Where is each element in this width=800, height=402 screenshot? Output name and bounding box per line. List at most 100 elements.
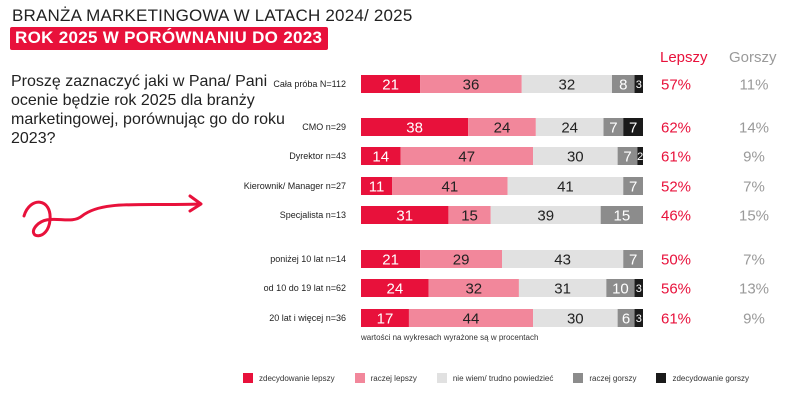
bar-segment: [518, 279, 607, 297]
bar-segment: [623, 250, 643, 268]
segment-value-label: 14: [372, 149, 389, 166]
segment-value-label: 41: [441, 179, 458, 196]
legend: zdecydowanie lepszy raczej lepszy nie wi…: [243, 373, 769, 383]
category-label: Cała próba N=112: [273, 79, 346, 89]
legend-swatch: [354, 373, 365, 383]
segment-value-label: 7: [609, 120, 617, 137]
squiggle-arrow-icon: [22, 194, 203, 238]
segment-value-label: 3: [636, 79, 642, 91]
bar-segment: [408, 309, 534, 327]
bar-segment: [637, 147, 643, 165]
better-value: 46%: [661, 208, 691, 225]
segment-value-label: 7: [629, 252, 637, 269]
legend-swatch: [573, 373, 584, 383]
segment-value-label: 38: [406, 120, 423, 137]
title-highlight: ROK 2025 W PORÓWNANIU DO 2023: [10, 27, 329, 50]
bar-segment: [611, 75, 635, 93]
category-label: poniżej 10 lat n=14: [270, 254, 346, 264]
bar-segment: [603, 118, 624, 136]
better-value: 57%: [661, 77, 691, 94]
legend-swatch: [656, 373, 667, 383]
bar-segment: [634, 75, 643, 93]
better-value: 52%: [661, 179, 691, 196]
bar-segment: [400, 147, 534, 165]
category-label: 20 lat i więcej n=36: [269, 313, 346, 323]
segment-value-label: 8: [619, 77, 627, 94]
segment-value-label: 15: [614, 208, 631, 225]
units-note: wartości na wykresach wyrażone są w proc…: [361, 333, 539, 342]
worse-value: 7%: [743, 252, 765, 269]
segment-value-label: 24: [561, 120, 578, 137]
worse-value: 11%: [740, 77, 769, 94]
better-value: 62%: [661, 120, 691, 137]
segment-value-label: 30: [567, 149, 584, 166]
legend-item: raczej lepszy: [354, 373, 417, 383]
bar-segment: [361, 206, 449, 224]
bar-segment: [507, 177, 624, 195]
legend-label: nie wiem/ trudno powiedzieć: [452, 373, 554, 383]
segment-value-label: 32: [559, 77, 576, 94]
bar-segment: [361, 177, 393, 195]
segment-value-label: 32: [465, 281, 482, 298]
legend-label: raczej gorszy: [589, 373, 637, 383]
segment-value-label: 47: [458, 149, 475, 166]
segment-value-label: 29: [453, 252, 470, 269]
bar-segment: [361, 279, 429, 297]
legend-item: nie wiem/ trudno powiedzieć: [436, 373, 554, 383]
segment-value-label: 11: [369, 179, 385, 196]
segment-value-label: 6: [622, 311, 630, 328]
category-label: Dyrektor n=43: [289, 151, 346, 161]
legend-label: zdecydowanie gorszy: [672, 373, 749, 383]
worse-value: 9%: [743, 311, 765, 328]
worse-value: 9%: [743, 149, 765, 166]
segment-value-label: 41: [557, 179, 574, 196]
better-value: 61%: [661, 149, 691, 166]
segment-value-label: 17: [377, 311, 394, 328]
legend-swatch: [436, 373, 447, 383]
segment-value-label: 36: [463, 77, 480, 94]
segment-value-label: 2: [637, 151, 643, 163]
bar-segment: [502, 250, 624, 268]
legend-label: raczej lepszy: [370, 373, 417, 383]
bar-segment: [448, 206, 491, 224]
segment-value-label: 39: [537, 208, 554, 225]
bar-segment: [606, 279, 635, 297]
bar-segment: [361, 309, 409, 327]
segment-value-label: 31: [396, 208, 413, 225]
bar-segment: [623, 177, 643, 195]
segment-value-label: 3: [636, 283, 642, 295]
bar-segment: [533, 309, 618, 327]
worse-header: Gorszy: [729, 49, 777, 66]
segment-value-label: 15: [461, 208, 478, 225]
bar-segment: [634, 279, 643, 297]
segment-value-label: 10: [612, 281, 629, 298]
bar-segment: [468, 118, 536, 136]
better-header: Lepszy: [660, 49, 708, 66]
bar-segment: [521, 75, 612, 93]
segment-value-label: 24: [386, 281, 403, 298]
legend-item: zdecydowanie gorszy: [656, 373, 749, 383]
bar-segment: [634, 309, 643, 327]
segment-value-label: 7: [623, 149, 631, 166]
better-value: 61%: [661, 311, 691, 328]
category-label: CMO n=29: [302, 122, 346, 132]
bar-segment: [533, 147, 618, 165]
worse-value: 14%: [739, 120, 769, 137]
worse-value: 13%: [739, 281, 769, 298]
category-label: od 10 do 19 lat n=62: [264, 283, 346, 293]
legend-label: zdecydowanie lepszy: [259, 373, 335, 383]
bar-segment: [361, 118, 469, 136]
legend-swatch: [243, 373, 253, 383]
bar-segment: [535, 118, 604, 136]
segment-value-label: 21: [382, 77, 399, 94]
bar-segment: [600, 206, 643, 224]
title-line-1: BRANŻA MARKETINGOWA W LATACH 2024/ 2025: [12, 6, 413, 25]
segment-value-label: 7: [629, 179, 637, 196]
worse-value: 15%: [739, 208, 769, 225]
better-value: 56%: [661, 281, 691, 298]
segment-value-label: 30: [567, 311, 584, 328]
category-label: Kierownik/ Manager n=27: [244, 181, 346, 191]
question-text: Proszę zaznaczyć jaki w Pana/ Pani oceni…: [11, 73, 285, 147]
bar-segment: [361, 75, 421, 93]
